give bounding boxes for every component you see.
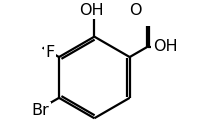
Text: OH: OH	[78, 3, 103, 18]
Text: OH: OH	[152, 39, 176, 54]
Text: Br: Br	[32, 103, 49, 118]
Text: O: O	[129, 3, 141, 18]
Text: F: F	[45, 46, 54, 60]
